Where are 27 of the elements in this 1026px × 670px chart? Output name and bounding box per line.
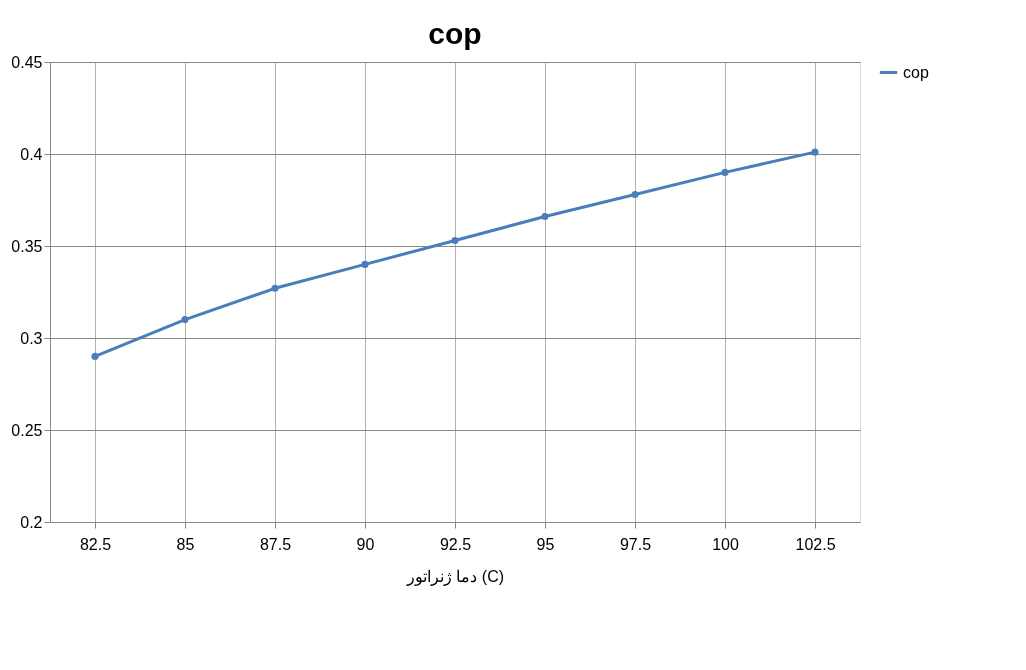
point: [181, 316, 189, 324]
x-tick-label: 90: [356, 535, 375, 553]
legend-label: cop: [903, 63, 929, 81]
point: [361, 260, 369, 268]
x-tick-label: 100: [712, 535, 739, 553]
x-tick-label: 97.5: [619, 535, 652, 553]
chart-title: cop: [428, 17, 482, 50]
y-tick-label: 0.35: [11, 237, 43, 255]
point: [541, 213, 549, 221]
x-tick-label: 85: [176, 535, 195, 553]
x-axis-title: دما ژنراتور (C): [405, 567, 505, 586]
x-tick-label: 95: [536, 535, 555, 553]
point: [721, 168, 729, 176]
y-tick-label: 0.25: [11, 421, 43, 439]
y-tick-label: 0.45: [11, 53, 43, 71]
x-tick-label: 87.5: [259, 535, 292, 553]
x-tick-label: 102.5: [795, 535, 836, 553]
x-tick-label: 82.5: [79, 535, 112, 553]
y-tick-label: 0.4: [20, 145, 43, 163]
point: [91, 352, 99, 360]
y-tick-label: 0.2: [20, 513, 43, 531]
point: [271, 284, 279, 292]
point: [811, 148, 819, 156]
point: [451, 236, 459, 245]
x-tick-label: 92.5: [439, 535, 472, 553]
y-tick-label: 0.3: [20, 329, 43, 347]
point: [631, 190, 639, 199]
